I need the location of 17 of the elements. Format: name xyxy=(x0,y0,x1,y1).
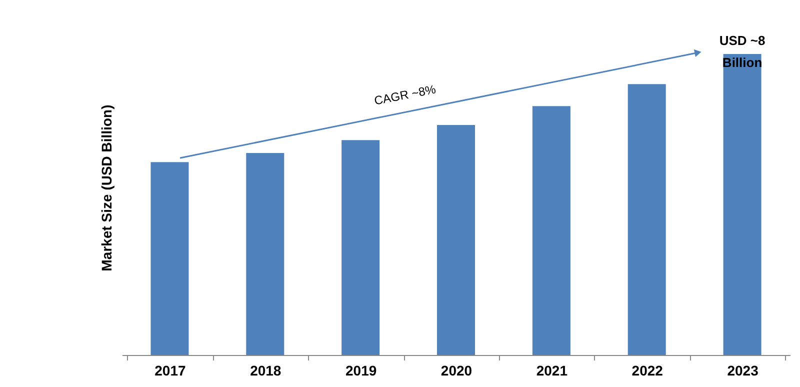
annotation: USD ~8 Billion xyxy=(719,33,766,70)
bar xyxy=(532,106,570,355)
annotation: CAGR ~8% xyxy=(373,82,438,108)
x-tick-label: 2020 xyxy=(440,362,472,378)
x-tick-label: 2021 xyxy=(536,362,568,378)
bar xyxy=(150,162,189,355)
bar xyxy=(246,153,284,355)
x-tick-label: 2018 xyxy=(250,362,282,378)
x-tick-label: 2017 xyxy=(154,362,186,378)
bar xyxy=(437,125,475,355)
bar xyxy=(723,54,762,355)
x-tick-label: 2022 xyxy=(632,362,664,378)
x-tick-label: 2023 xyxy=(727,362,759,378)
bar xyxy=(342,140,380,355)
x-tick-label: 2019 xyxy=(345,362,377,378)
y-axis-title: Market Size (USD Billion) xyxy=(98,104,114,272)
bar xyxy=(628,84,666,355)
